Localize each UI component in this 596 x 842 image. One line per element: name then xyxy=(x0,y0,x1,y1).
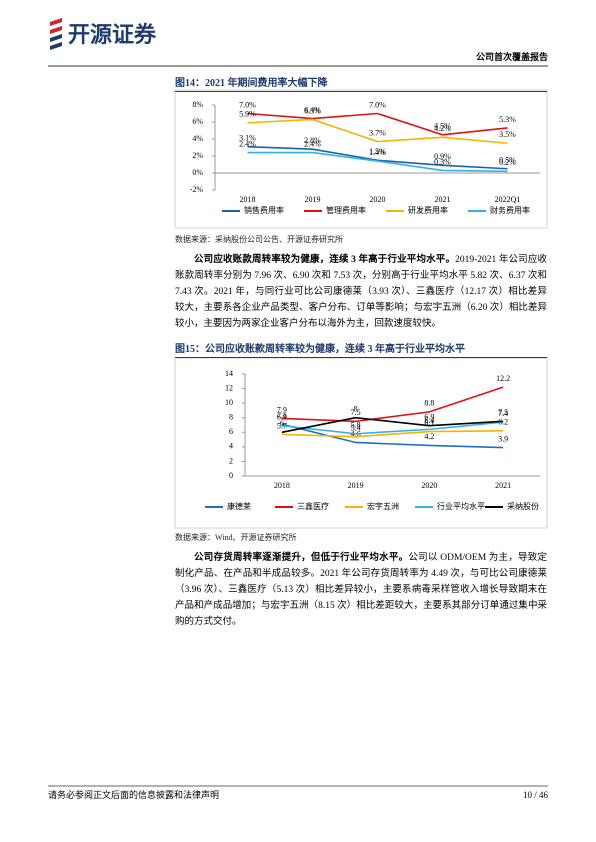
paragraph: 公司应收账款周转率较为健康，连续 3 年高于行业平均水平。2019-2021 年… xyxy=(175,252,547,332)
paragraph-lead: 公司存货周转率逐渐提升，但低于行业平均水平。 xyxy=(194,553,409,563)
value-label: 0.2% xyxy=(499,158,516,167)
value-label: 5.4 xyxy=(351,423,361,432)
value-label: 6.4% xyxy=(304,105,321,114)
y-tick-label: 14 xyxy=(225,369,233,378)
value-label: 8.8 xyxy=(424,399,434,408)
x-tick-label: 2018 xyxy=(274,481,290,490)
value-label: 12.2 xyxy=(496,374,510,383)
paragraph-text: 2019-2021 年公司应收账款周转率分别为 7.96 次、6.90 次和 7… xyxy=(175,255,547,329)
value-label: 4.2 xyxy=(424,432,434,441)
y-tick-label: 8 xyxy=(229,413,233,422)
legend-label: 行业平均水平 xyxy=(437,501,485,511)
source: 数据来源：采纳股份公司公告、开源证券研究所 xyxy=(175,235,343,244)
source: 数据来源：Wind、开源证券研究所 xyxy=(175,533,297,542)
x-tick-label: 2020 xyxy=(421,481,437,490)
value-label: 7.1 xyxy=(277,411,287,420)
chart-title: 图14：2021 年期间费用率大幅下降 xyxy=(175,74,547,92)
y-tick-label: 0% xyxy=(192,168,203,177)
legend-label: 采纳股份 xyxy=(507,501,539,511)
value-label: 7.9 xyxy=(277,405,287,414)
series-line xyxy=(281,386,504,423)
chart-frame xyxy=(174,357,548,529)
legend-label: 宏宇五洲 xyxy=(367,501,399,511)
disclaimer: 请务必参阅正文后面的信息披露和法律声明 xyxy=(48,789,219,800)
x-tick-label: 2018 xyxy=(240,195,256,204)
y-tick-label: 8% xyxy=(192,100,203,109)
value-label: 1.4% xyxy=(369,148,386,157)
value-label: 0.9% xyxy=(434,152,451,161)
y-tick-label: 2 xyxy=(229,456,233,465)
series-line xyxy=(281,423,504,449)
legend-label: 三鑫医疗 xyxy=(297,501,329,511)
logo-text: 开源证券 xyxy=(68,22,157,48)
y-tick-label: 6% xyxy=(192,117,203,126)
report-type: 公司首次覆盖报告 xyxy=(476,51,548,62)
y-tick-label: 10 xyxy=(225,398,233,407)
series-line xyxy=(247,145,508,170)
value-label: 3.9 xyxy=(498,434,508,443)
y-tick-label: 4 xyxy=(229,442,233,451)
value-label: 6.9 xyxy=(277,413,287,422)
x-tick-label: 2020 xyxy=(370,195,386,204)
y-tick-label: 0 xyxy=(229,471,233,480)
paragraph-text: 公司以 ODM/OEM 为主，导致定制化产品、在产品和半成品较多。2021 年公… xyxy=(175,553,547,627)
value-label: 2.4% xyxy=(239,139,256,148)
value-label: 0.5% xyxy=(499,156,516,165)
series-line xyxy=(281,416,504,434)
x-tick-label: 2019 xyxy=(305,195,321,204)
value-label: 5.8 xyxy=(351,421,361,430)
value-label: 4.5% xyxy=(434,122,451,131)
paragraph: 公司存货周转率逐渐提升，但低于行业平均水平。公司以 ODM/OEM 为主，导致定… xyxy=(175,550,547,630)
x-tick-label: 2019 xyxy=(348,481,364,490)
value-label: 7.4 xyxy=(498,409,508,418)
x-tick-label: 2021 xyxy=(435,195,451,204)
y-tick-label: 6 xyxy=(229,427,233,436)
value-label: 6.4 xyxy=(424,416,434,425)
value-label: 1.5% xyxy=(369,147,386,156)
logo xyxy=(50,18,62,50)
legend-label: 销售费用率 xyxy=(244,205,284,215)
value-label: 3.7% xyxy=(369,128,386,137)
value-label: 3.5% xyxy=(499,130,516,139)
value-label: 5.3% xyxy=(499,115,516,124)
series-line xyxy=(247,112,508,136)
legend-label: 康德莱 xyxy=(227,501,251,511)
value-label: 6.1 xyxy=(424,418,434,427)
series-line xyxy=(247,118,508,145)
legend-label: 财务费用率 xyxy=(490,205,530,215)
chart-title: 图15：公司应收账款周转率较为健康，连续 3 年高于行业平均水平 xyxy=(175,340,547,358)
chart-frame xyxy=(174,89,548,229)
y-tick-label: 2% xyxy=(192,151,203,160)
y-tick-label: 4% xyxy=(192,134,203,143)
y-tick-label: -2% xyxy=(190,185,204,194)
value-label: 7.5 xyxy=(498,408,508,417)
legend-label: 管理费用率 xyxy=(326,205,366,215)
page-number: 10 / 46 xyxy=(523,790,549,800)
series-line xyxy=(247,151,508,173)
value-label: 8 xyxy=(354,405,358,414)
x-tick-label: 2022Q1 xyxy=(495,195,521,204)
legend-label: 研发费用率 xyxy=(408,205,448,215)
paragraph-lead: 公司应收账款周转率较为健康，连续 3 年高于行业平均水平。 xyxy=(194,255,456,265)
value-label: 3.1% xyxy=(239,133,256,142)
x-tick-label: 2021 xyxy=(495,481,511,490)
value-label: 6 xyxy=(280,419,284,428)
series-line xyxy=(281,421,504,435)
value-label: 2.8% xyxy=(304,136,321,145)
value-label: 5.9% xyxy=(239,110,256,119)
y-tick-label: 12 xyxy=(225,383,233,392)
value-label: 2.4% xyxy=(304,139,321,148)
value-label: 7.5 xyxy=(351,408,361,417)
value-label: 7.0% xyxy=(239,100,256,109)
value-label: 6.3% xyxy=(304,106,321,115)
value-label: 6.9 xyxy=(424,413,434,422)
value-label: 4.2% xyxy=(434,124,451,133)
series-line xyxy=(281,430,504,438)
value-label: 0.3% xyxy=(434,157,451,166)
value-label: 7.0% xyxy=(369,100,386,109)
